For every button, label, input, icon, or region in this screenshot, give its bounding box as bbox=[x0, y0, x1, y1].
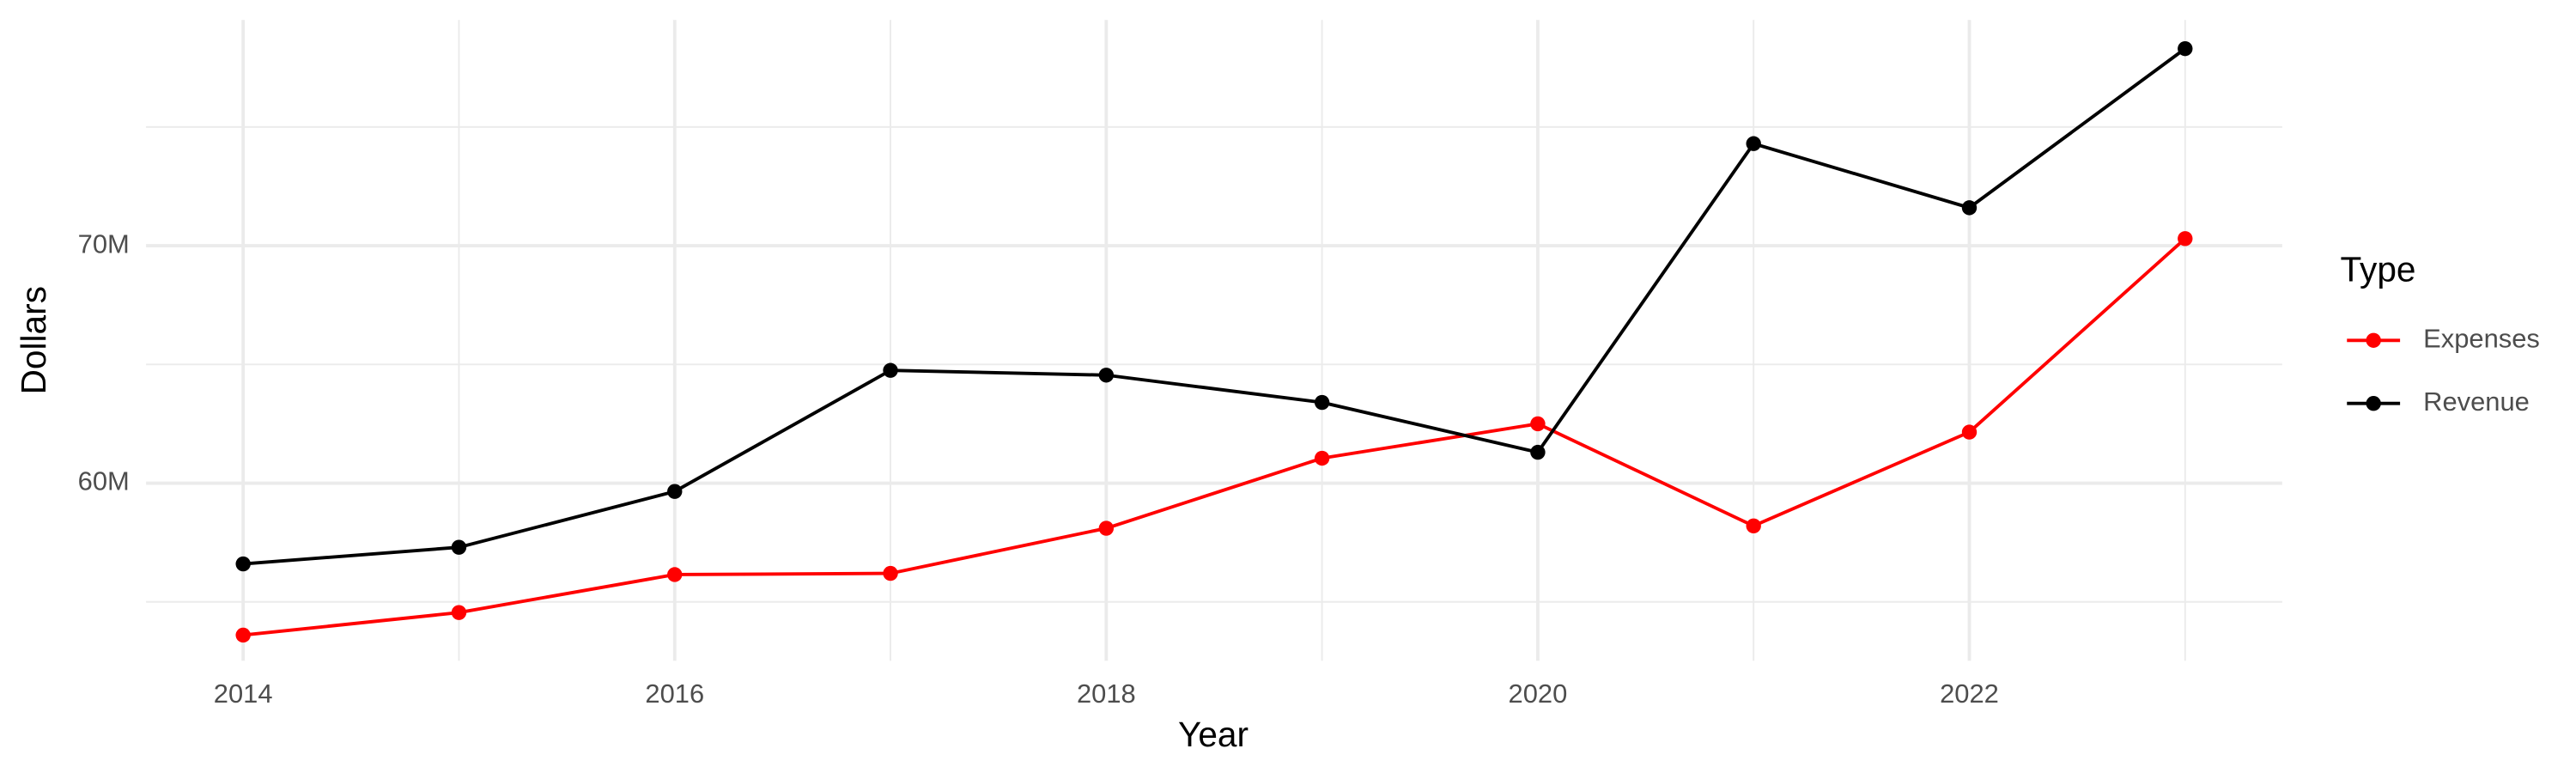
legend-key-point bbox=[2366, 396, 2381, 411]
point bbox=[451, 605, 467, 620]
legend-label: Revenue bbox=[2423, 386, 2530, 417]
point bbox=[1746, 518, 1761, 534]
point bbox=[1746, 136, 1761, 151]
point bbox=[883, 362, 898, 378]
point bbox=[1530, 444, 1546, 460]
legend-key-point bbox=[2366, 332, 2381, 348]
point bbox=[1961, 200, 1978, 216]
line bbox=[242, 237, 2187, 637]
point bbox=[1961, 424, 1978, 440]
point bbox=[235, 556, 251, 572]
point bbox=[883, 565, 898, 581]
x-tick-label: 2018 bbox=[1077, 679, 1136, 709]
y-tick-label: 60M bbox=[78, 466, 130, 496]
legend-label: Expenses bbox=[2423, 323, 2540, 353]
y-tick-label: 70M bbox=[78, 228, 130, 259]
point bbox=[451, 539, 467, 555]
point bbox=[1314, 394, 1330, 411]
point bbox=[1098, 520, 1115, 536]
point bbox=[667, 567, 683, 582]
x-tick-label: 2016 bbox=[645, 679, 704, 709]
point bbox=[667, 484, 683, 499]
x-tick-label: 2020 bbox=[1509, 679, 1568, 709]
point bbox=[235, 627, 251, 643]
point bbox=[1530, 416, 1546, 432]
x-tick-label: 2022 bbox=[1940, 679, 1999, 709]
legend-title: Type bbox=[2341, 250, 2416, 289]
point bbox=[1098, 368, 1115, 383]
x-axis-label: Year bbox=[1178, 715, 1249, 754]
point bbox=[1314, 450, 1330, 466]
point bbox=[2178, 231, 2193, 247]
line bbox=[243, 47, 2186, 566]
y-axis-label: Dollars bbox=[14, 286, 53, 394]
x-tick-label: 2014 bbox=[214, 679, 273, 709]
point bbox=[2178, 40, 2193, 57]
